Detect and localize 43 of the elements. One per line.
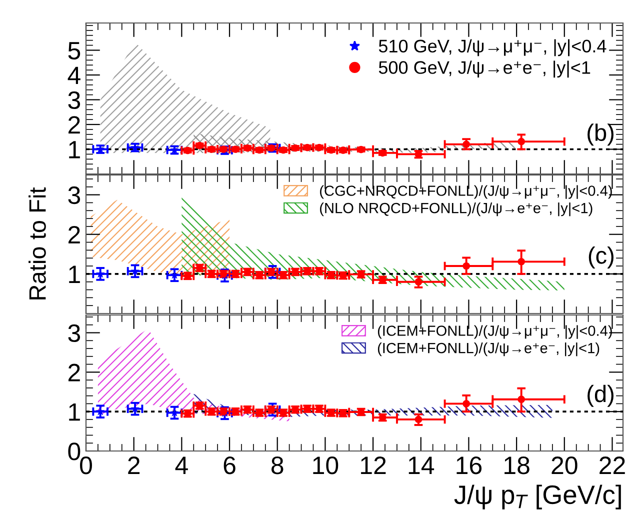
legend-label: (ICEM+FONLL)/(J/ψ→μ⁺μ⁻, |y|<0.4) [378, 325, 612, 339]
x-tick-label: 0 [80, 456, 92, 474]
x-tick-label: 14 [408, 456, 434, 474]
y-tick-label: 1 [69, 266, 80, 283]
point [518, 138, 526, 146]
x-tick-label: 2 [128, 456, 140, 474]
legend-label: 500 GeV, J/ψ→e⁺e⁻, |y|<1 [378, 60, 590, 78]
point [414, 416, 422, 424]
y-tick-label: 2 [68, 226, 80, 244]
legend-label: (NLO NRQCD+FONLL)/(J/ψ→e⁺e⁻, |y|<1) [320, 202, 592, 216]
y-tick-label: 4 [68, 66, 80, 84]
x-tick-label: 4 [175, 456, 188, 474]
x-axis-title: J/ψ p$_{T}$ [GeV/c] [454, 484, 621, 510]
x-tick-label: 12 [361, 456, 386, 474]
x-tick-label: 10 [313, 456, 338, 474]
y-tick-label: 3 [68, 186, 80, 204]
point [462, 140, 470, 148]
y-axis-title: Ratio to Fit [28, 187, 46, 300]
point [414, 278, 422, 286]
legend-label: (CGC+NRQCD+FONLL)/(J/ψ→μ⁺μ⁻, |y|<0.4) [320, 185, 612, 199]
x-tick-label: 16 [456, 456, 482, 474]
y-tick-label: 3 [68, 91, 80, 110]
y-tick-label: 5 [68, 42, 80, 60]
point [518, 258, 526, 266]
x-tick-label: 20 [552, 456, 578, 474]
annotation: (b) [588, 124, 614, 146]
x-tick-label: 6 [224, 456, 236, 474]
y-tick-label: 3 [68, 324, 80, 342]
y-tick-label: 2 [68, 364, 80, 382]
annotation: (d) [588, 384, 614, 407]
legend-label: 510 GeV, J/ψ→μ⁺μ⁻, |y|<0.4 [378, 39, 606, 56]
point [462, 400, 470, 408]
legend-label: (ICEM+FONLL)/(J/ψ→e⁺e⁻, |y|<1) [378, 342, 600, 356]
point [462, 262, 470, 270]
y-tick-label: 0 [68, 442, 80, 460]
x-tick-label: 8 [271, 456, 284, 474]
y-tick-label: 2 [68, 116, 80, 134]
annotation: (c) [588, 246, 614, 269]
x-tick-label: 22 [600, 456, 625, 474]
y-tick-label: 1 [69, 403, 80, 421]
x-tick-label: 18 [504, 456, 530, 474]
point [518, 396, 526, 404]
y-tick-label: 1 [69, 141, 80, 158]
